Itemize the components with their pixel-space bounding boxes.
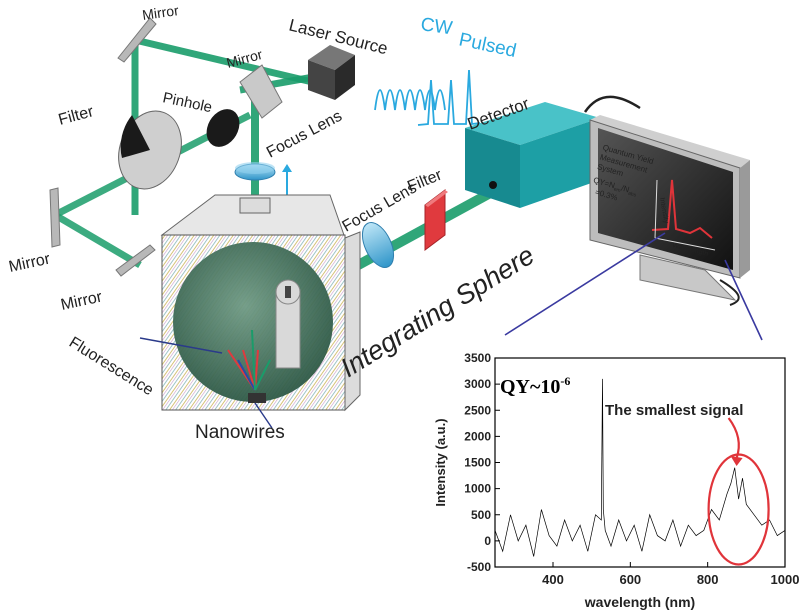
beam-segment bbox=[53, 211, 142, 269]
label-focus-lens-top: Focus Lens bbox=[264, 108, 345, 162]
y-tick-label: 1000 bbox=[464, 482, 491, 496]
pinhole bbox=[206, 109, 240, 147]
y-tick-label: 2500 bbox=[464, 403, 491, 417]
x-tick-label: 1000 bbox=[771, 572, 800, 587]
smallest-signal-arrow bbox=[727, 417, 740, 459]
mirror-top bbox=[239, 64, 283, 119]
focus-lens-top bbox=[234, 162, 276, 181]
y-tick-label: 0 bbox=[484, 534, 491, 548]
y-tick-label: 3500 bbox=[464, 351, 491, 365]
y-tick-label: 2000 bbox=[464, 429, 491, 443]
sample-holder bbox=[275, 279, 301, 369]
y-tick-label: 1500 bbox=[464, 456, 491, 470]
qy-annotation: QY~10-6 bbox=[500, 374, 570, 398]
detector-cable bbox=[583, 95, 641, 113]
x-tick-label: 800 bbox=[697, 572, 719, 587]
monitor-chart-line bbox=[651, 179, 713, 239]
monitor-cable bbox=[719, 279, 740, 306]
inset-connector-right bbox=[724, 259, 763, 341]
label-filter-left: Filter bbox=[57, 103, 96, 129]
smallest-signal-label: The smallest signal bbox=[605, 402, 743, 419]
laser-source-box bbox=[308, 45, 355, 100]
x-axis-label: wavelength (nm) bbox=[584, 594, 695, 610]
y-axis-label: Intensity (a.u.) bbox=[433, 418, 448, 506]
series-0-line bbox=[494, 378, 786, 557]
y-tick-label: -500 bbox=[467, 560, 491, 574]
nanowires-pointer bbox=[254, 402, 273, 429]
pulse-waveform bbox=[374, 69, 481, 126]
y-tick-label: 500 bbox=[471, 508, 491, 522]
focus-lens-right bbox=[361, 222, 395, 268]
nanowires-sample bbox=[248, 393, 266, 403]
fluorescence-pointer bbox=[139, 337, 223, 354]
inset-connector-left bbox=[504, 232, 666, 336]
mirror-left bbox=[49, 187, 61, 248]
integrating-sphere bbox=[173, 242, 333, 402]
monitor-screen-text: Quantum Yield Measurement System QY=Nem/… bbox=[592, 143, 654, 203]
label-nanowires: Nanowires bbox=[195, 422, 285, 443]
filter-right bbox=[424, 189, 448, 251]
monitor-y-axis: Intensity bbox=[658, 197, 670, 224]
y-ticks: -500 0 500 1000 1500 2000 2500 3000 3500 bbox=[464, 351, 500, 574]
label-pinhole: Pinhole bbox=[161, 89, 213, 116]
label-mirror-top-left: Mirror bbox=[141, 2, 180, 23]
label-fluorescence: Fluorescence bbox=[66, 334, 157, 399]
x-tick-label: 600 bbox=[619, 572, 641, 587]
x-ticks: 400 600 800 1000 bbox=[542, 562, 799, 587]
detector-box bbox=[465, 102, 600, 208]
monitor bbox=[589, 115, 750, 301]
filter-wheel-left bbox=[118, 110, 182, 190]
label-mirror-left: Mirror bbox=[7, 250, 52, 275]
smallest-signal-arrowhead bbox=[730, 456, 743, 466]
spectrum-inset-chart: -500 0 500 1000 1500 2000 2500 3000 3500 400 600 8… bbox=[433, 351, 799, 610]
y-tick-label: 3000 bbox=[464, 377, 491, 391]
label-mirror-bottom-left: Mirror bbox=[59, 288, 104, 313]
x-tick-label: 400 bbox=[542, 572, 564, 587]
beam-segment bbox=[337, 180, 508, 280]
label-pulsed: Pulsed bbox=[457, 29, 518, 62]
fluorescence-arrows bbox=[227, 329, 271, 391]
label-cw: CW bbox=[419, 14, 453, 39]
integrating-sphere-housing bbox=[160, 194, 361, 412]
mirror-bottom-left bbox=[115, 244, 156, 277]
mirror-top-left bbox=[117, 17, 157, 63]
